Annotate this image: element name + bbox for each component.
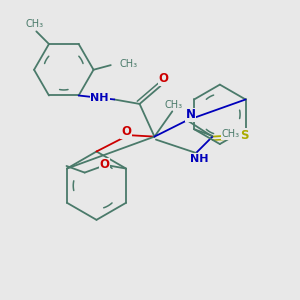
- Text: NH: NH: [190, 154, 209, 164]
- Text: CH₃: CH₃: [119, 58, 137, 69]
- Text: N: N: [186, 108, 196, 122]
- Text: CH₃: CH₃: [221, 129, 239, 139]
- Text: NH: NH: [91, 93, 109, 103]
- Text: CH₃: CH₃: [26, 19, 44, 29]
- Text: CH₃: CH₃: [165, 100, 183, 110]
- Text: O: O: [99, 158, 109, 172]
- Text: O: O: [158, 72, 168, 85]
- Text: S: S: [240, 129, 249, 142]
- Text: O: O: [121, 125, 131, 138]
